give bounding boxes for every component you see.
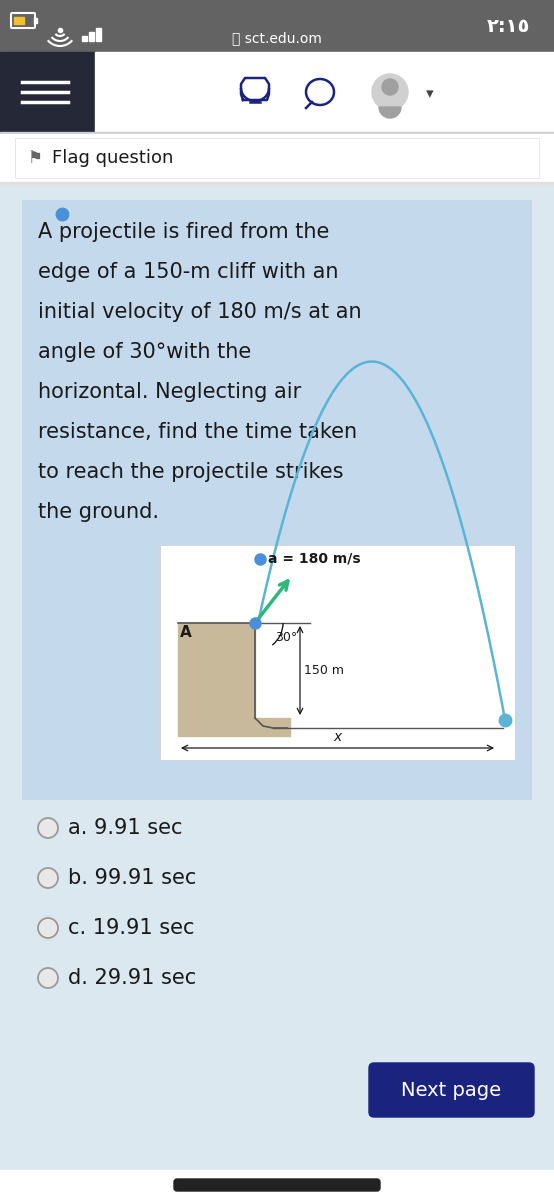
Bar	[89, 32, 94, 41]
Text: ٢:١٥: ٢:١٥	[486, 17, 530, 36]
Text: d. 29.91 sec: d. 29.91 sec	[68, 968, 196, 988]
Wedge shape	[379, 107, 401, 118]
Text: A projectile is fired from the: A projectile is fired from the	[38, 222, 330, 242]
Text: edge of a 150-m cliff with an: edge of a 150-m cliff with an	[38, 262, 338, 282]
Bar	[0, 0, 554, 52]
Bar	[0, 182, 554, 185]
Text: a. 9.91 sec: a. 9.91 sec	[68, 818, 182, 838]
Circle shape	[382, 79, 398, 95]
Text: 🔒 sct.edu.om: 🔒 sct.edu.om	[232, 31, 322, 44]
Circle shape	[372, 74, 408, 110]
Bar	[0, 52, 95, 132]
Bar	[0, 132, 554, 134]
Polygon shape	[178, 623, 290, 736]
Text: c. 19.91 sec: c. 19.91 sec	[68, 918, 194, 938]
Text: Flag question: Flag question	[52, 149, 173, 167]
Bar	[95, 52, 554, 132]
Bar	[22, 200, 532, 800]
Text: to reach the projectile strikes: to reach the projectile strikes	[38, 462, 343, 482]
Text: initial velocity of 180 m/s at an: initial velocity of 180 m/s at an	[38, 302, 362, 322]
Bar	[0, 134, 554, 182]
Circle shape	[38, 918, 58, 938]
Text: 30°: 30°	[275, 631, 297, 644]
FancyBboxPatch shape	[369, 1063, 534, 1117]
Text: x: x	[334, 730, 342, 744]
Text: horizontal. Neglecting air: horizontal. Neglecting air	[38, 382, 301, 402]
Bar	[15, 138, 539, 178]
FancyBboxPatch shape	[174, 1178, 380, 1190]
Text: the ground.: the ground.	[38, 502, 159, 522]
Text: ⚑: ⚑	[28, 149, 43, 167]
Text: ▾: ▾	[426, 86, 434, 102]
Circle shape	[38, 818, 58, 838]
Text: A: A	[180, 625, 192, 640]
Circle shape	[38, 968, 58, 988]
Text: resistance, find the time taken: resistance, find the time taken	[38, 422, 357, 442]
Text: angle of 30°with the: angle of 30°with the	[38, 342, 252, 362]
Bar	[160, 545, 515, 760]
Bar	[34, 18, 37, 23]
Circle shape	[38, 868, 58, 888]
Text: b. 99.91 sec: b. 99.91 sec	[68, 868, 196, 888]
Bar	[14, 17, 24, 24]
Bar	[96, 28, 101, 41]
Text: Next page: Next page	[402, 1080, 501, 1099]
Text: 150 m: 150 m	[304, 664, 344, 677]
Text: a = 180 m/s: a = 180 m/s	[268, 552, 361, 566]
Bar	[82, 36, 87, 41]
Bar	[0, 1170, 554, 1200]
